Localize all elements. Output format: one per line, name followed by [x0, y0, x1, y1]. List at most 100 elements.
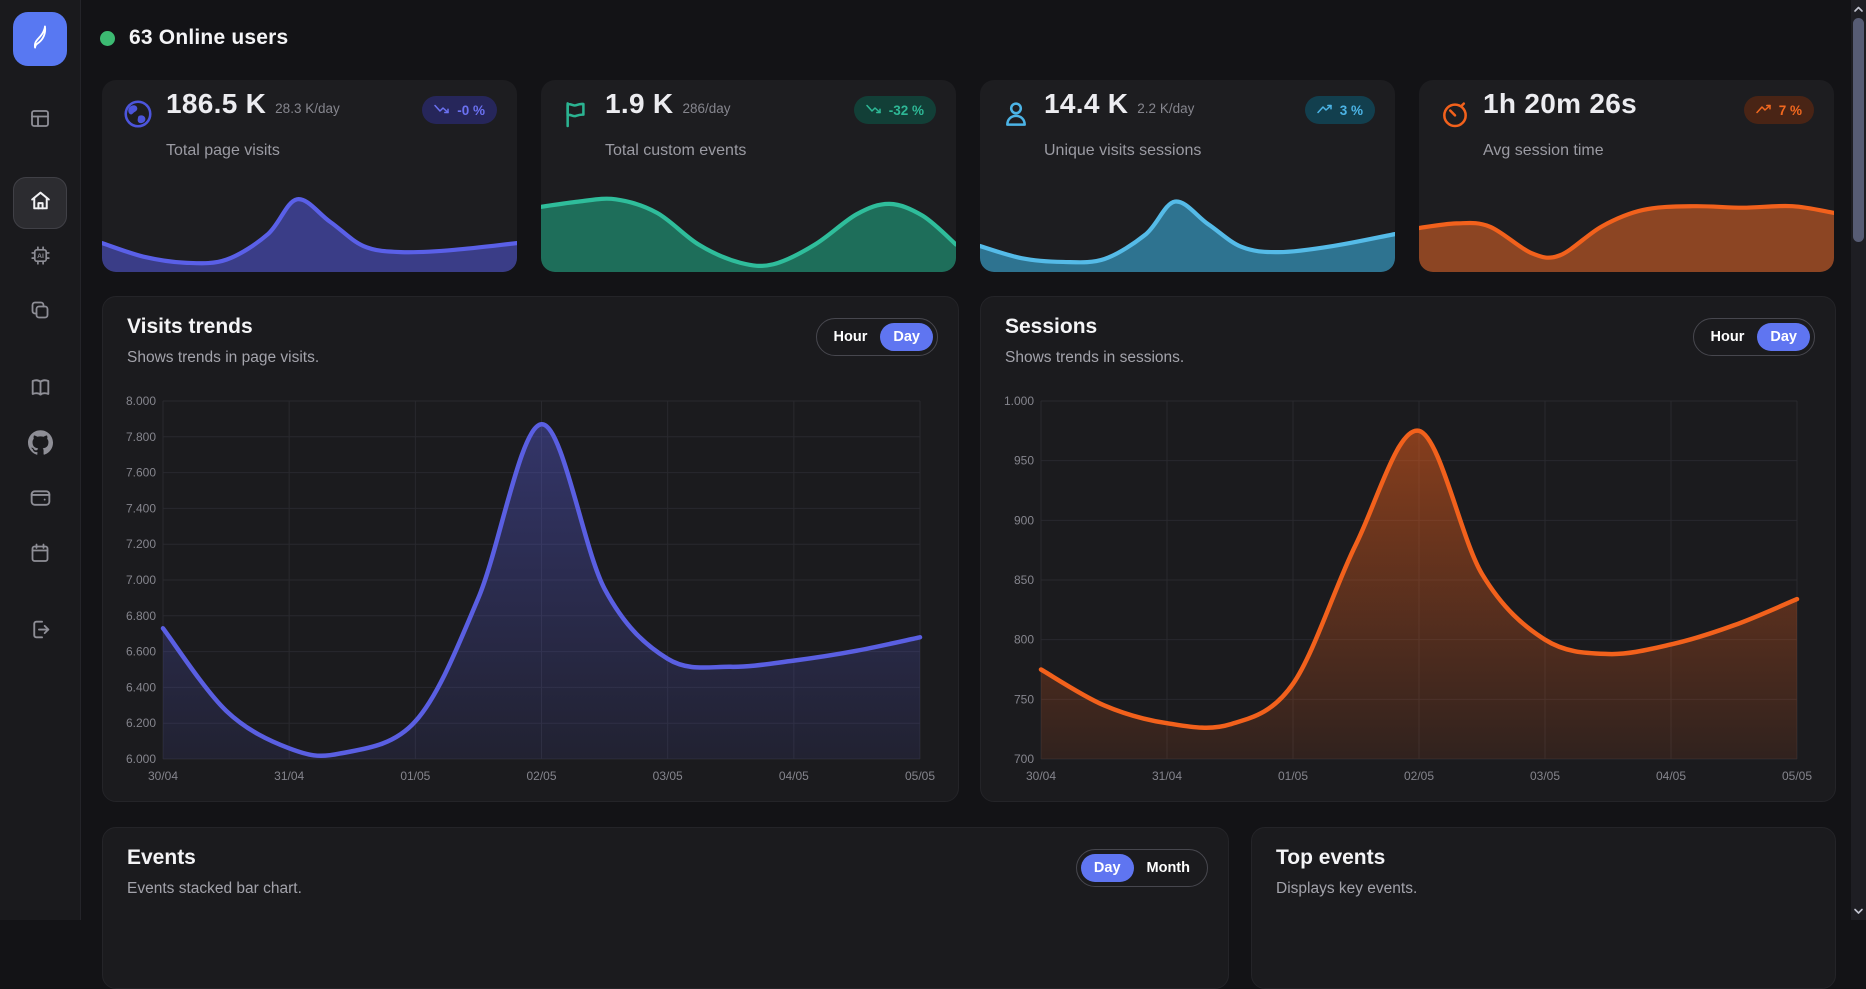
toggle-option-month[interactable]: Month [1146, 860, 1190, 876]
flag-icon [561, 98, 593, 130]
y-tick-label: 6.400 [126, 680, 156, 694]
scrollbar-thumb[interactable] [1853, 18, 1864, 242]
trend-badge: 3 % [1304, 96, 1375, 124]
x-tick-label: 01/05 [1278, 769, 1308, 783]
y-tick-label: 8.000 [126, 394, 156, 408]
sidebar-item-ai-assistant[interactable]: AI [19, 237, 61, 279]
y-tick-label: 7.400 [126, 501, 156, 515]
trend-badge-text: -32 % [888, 102, 924, 118]
online-users-status: 63 Online users [100, 26, 288, 50]
sidebar-item-github[interactable] [19, 424, 61, 466]
stat-value: 1.9 K [605, 88, 674, 119]
unique-sessions-sparkline [980, 184, 1395, 272]
visits-line [160, 422, 923, 759]
sparkline-line [1419, 206, 1834, 258]
trend-badge: -32 % [853, 96, 936, 124]
sparkline-line [102, 199, 517, 263]
toggle-option-hour[interactable]: Hour [1710, 329, 1745, 345]
panel-subtitle: Shows trends in sessions. [1005, 349, 1185, 366]
sparkline-area [541, 198, 956, 272]
trending-up-icon [1316, 103, 1333, 118]
sidebar-item-home[interactable] [13, 177, 67, 229]
scrollbar-up-arrow[interactable] [1852, 2, 1865, 16]
stat-cards-row: 186.5 K 28.3 K/day Total page visits -0 … [102, 80, 1834, 272]
sidebar: AI [0, 0, 81, 920]
home-icon [28, 188, 53, 218]
trend-badge-text: 7 % [1778, 102, 1802, 118]
session-time-sparkline [1419, 184, 1834, 272]
x-tick-label: 04/05 [779, 769, 809, 783]
y-tick-label: 900 [1014, 513, 1034, 527]
x-tick-label: 02/05 [526, 769, 556, 783]
copy-stack-icon [28, 298, 52, 327]
sidebar-item-calendar[interactable] [19, 534, 61, 576]
y-tick-label: 850 [1014, 573, 1034, 587]
book-icon [28, 375, 53, 405]
trending-down-icon [434, 103, 450, 118]
app-logo[interactable] [13, 12, 67, 66]
events-interval-toggle[interactable]: Day Month [1075, 849, 1208, 887]
visits-trends-panel: Visits trends Shows trends in page visit… [102, 296, 959, 802]
trending-down-icon [865, 103, 882, 118]
panel-subtitle: Events stacked bar chart. [127, 880, 302, 897]
panel-title: Visits trends [127, 315, 253, 338]
visits-interval-toggle[interactable]: Hour Day [815, 318, 938, 356]
trend-badge: 7 % [1743, 96, 1814, 124]
stat-card-total-page-visits: 186.5 K 28.3 K/day Total page visits -0 … [102, 80, 517, 272]
svg-text:AI: AI [37, 253, 44, 260]
sidebar-item-projects[interactable] [19, 291, 61, 333]
sessions-interval-toggle[interactable]: Hour Day [1692, 318, 1815, 356]
panel-title: Top events [1276, 846, 1386, 869]
sessions-line [1038, 428, 1800, 730]
x-tick-label: 30/04 [1026, 769, 1056, 783]
toggle-option-hour[interactable]: Hour [833, 329, 868, 345]
x-tick-label: 03/05 [1530, 769, 1560, 783]
toggle-option-day[interactable]: Day [1757, 323, 1810, 351]
page-scrollbar[interactable] [1851, 0, 1866, 920]
stat-card-total-custom-events: 1.9 K 286/day Total custom events -32 % [541, 80, 956, 272]
custom-events-sparkline [541, 184, 956, 272]
x-tick-label: 04/05 [1656, 769, 1686, 783]
y-tick-label: 7.000 [126, 573, 156, 587]
stat-rate: 286/day [682, 101, 731, 116]
sidebar-item-docs[interactable] [19, 369, 61, 411]
wallet-icon [28, 485, 53, 515]
x-tick-label: 01/05 [400, 769, 430, 783]
online-status-dot [100, 30, 115, 46]
y-tick-label: 700 [1014, 752, 1034, 766]
timer-icon [1439, 98, 1471, 130]
trend-badge-text: -0 % [457, 102, 485, 118]
sparkline-line [980, 201, 1395, 262]
stat-rate: 2.2 K/day [1137, 101, 1195, 116]
top-events-panel: Top events Displays key events. [1251, 827, 1836, 989]
y-tick-label: 7.600 [126, 466, 156, 480]
sidebar-item-wallet[interactable] [19, 479, 61, 521]
stat-rate: 28.3 K/day [275, 101, 340, 116]
sidebar-item-logout[interactable] [19, 611, 61, 653]
stat-label: Total custom events [605, 142, 747, 159]
sparkline-area [980, 201, 1395, 272]
globe-icon [122, 98, 154, 130]
trend-badge: -0 % [422, 96, 497, 124]
online-users-label: 63 Online users [129, 26, 289, 49]
logout-icon [28, 617, 53, 647]
stat-value: 14.4 K [1044, 88, 1129, 119]
panel-subtitle: Displays key events. [1276, 880, 1418, 897]
sidebar-item-dashboard[interactable] [19, 99, 61, 141]
sessions-chart: 1.000 950 900 850 800 750 700 30/04 31/04 01/05 02… [1004, 394, 1812, 783]
x-tick-label: 31/04 [274, 769, 304, 783]
toggle-option-day[interactable]: Day [880, 323, 933, 351]
y-tick-label: 750 [1014, 692, 1034, 706]
visits-area [163, 424, 920, 759]
toggle-option-day[interactable]: Day [1080, 854, 1134, 882]
stat-value: 186.5 K [166, 88, 267, 119]
ai-chip-icon: AI [28, 243, 53, 273]
sessions-panel: Sessions Shows trends in sessions. Hour … [980, 296, 1836, 802]
scrollbar-down-arrow[interactable] [1852, 904, 1865, 918]
x-tick-label: 02/05 [1404, 769, 1434, 783]
trending-up-icon [1755, 103, 1772, 118]
x-tick-label: 03/05 [653, 769, 683, 783]
visits-trends-chart: 8.000 7.800 7.600 7.400 7.200 7.000 6.800 6.600… [126, 394, 935, 783]
stat-label: Avg session time [1483, 142, 1604, 159]
x-tick-label: 30/04 [148, 769, 178, 783]
